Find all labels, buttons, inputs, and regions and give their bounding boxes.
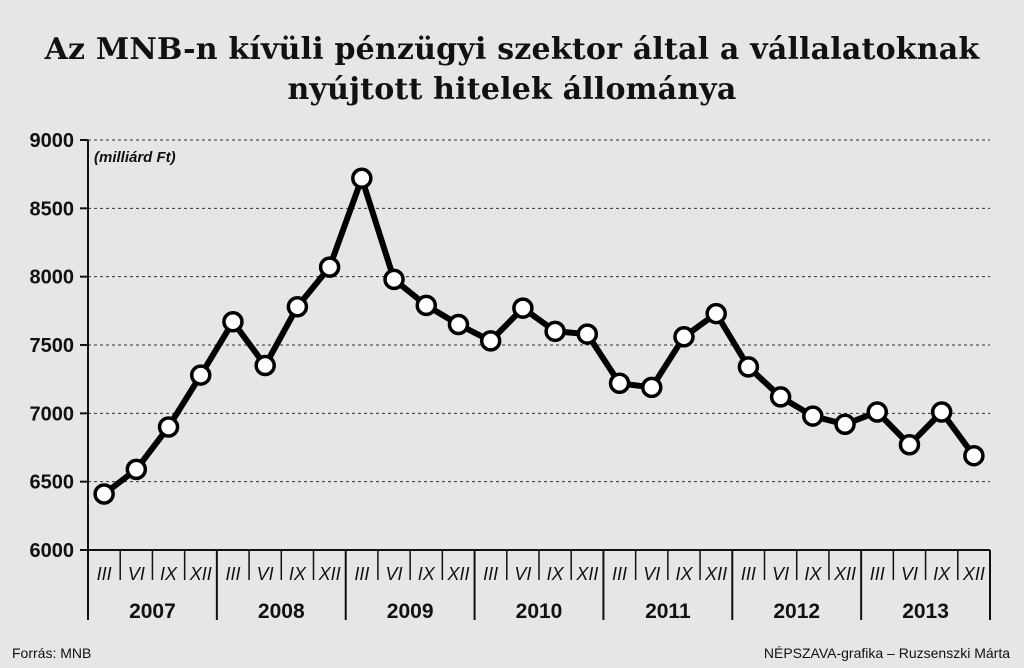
year-label: 2007 <box>129 600 176 623</box>
gridlines <box>80 139 991 620</box>
x-tick-label: III <box>483 564 498 584</box>
data-point <box>608 372 631 395</box>
series-line <box>101 175 977 497</box>
data-point <box>930 401 953 423</box>
x-tick-label: III <box>354 564 369 584</box>
x-tick-label: XII <box>189 564 212 584</box>
data-point <box>93 483 115 505</box>
x-tick-label: IX <box>289 564 307 584</box>
chart-title-line-1: Az MNB-n kívüli pénzügyi szektor által a… <box>44 32 980 67</box>
series <box>93 167 985 505</box>
axes <box>87 140 990 551</box>
x-tick-label: VI <box>514 564 531 584</box>
x-tick-label: XII <box>446 564 469 584</box>
x-tick-label: III <box>612 564 627 584</box>
chart-title-line-2: nyújtott hitelek állománya <box>287 72 737 107</box>
x-tick-label: III <box>225 564 240 584</box>
data-point <box>286 295 309 318</box>
x-tick-label: VI <box>901 564 918 584</box>
x-tick-label: IX <box>804 564 822 584</box>
x-tick-label: IX <box>160 564 178 584</box>
x-tick-label: III <box>741 564 756 584</box>
data-point <box>190 364 212 386</box>
data-point <box>383 268 405 291</box>
x-tick-label: XII <box>704 564 727 584</box>
x-tick-label: IX <box>675 564 693 584</box>
data-point <box>415 294 437 317</box>
data-point <box>769 386 792 408</box>
data-point <box>737 356 760 378</box>
y-tick-label: 7000 <box>30 403 75 425</box>
data-point <box>351 167 373 190</box>
source-note: Forrás: MNB <box>12 645 92 661</box>
y-tick-label: 6000 <box>30 540 75 562</box>
data-point <box>705 302 727 325</box>
unit-label: (milliárd Ft) <box>94 149 176 166</box>
year-label: 2008 <box>258 600 305 623</box>
data-point <box>544 320 566 343</box>
y-tick-label: 7500 <box>30 335 75 357</box>
x-tick-label: VI <box>128 564 145 584</box>
year-label: 2013 <box>902 600 949 623</box>
x-tick-label: IX <box>418 564 436 584</box>
year-label: 2011 <box>645 600 691 623</box>
data-point <box>866 401 888 423</box>
x-tick-label: III <box>97 564 112 584</box>
data-point <box>254 354 276 377</box>
chart-title: Az MNB-n kívüli pénzügyi szektor által a… <box>0 30 1024 110</box>
data-point <box>125 458 148 481</box>
x-tick-label: IX <box>547 564 565 584</box>
y-tick-label: 8000 <box>30 267 75 289</box>
data-point <box>318 256 341 278</box>
y-tick-label: 8500 <box>30 198 75 220</box>
x-tick-label: XII <box>833 564 856 584</box>
data-point <box>898 434 921 456</box>
credit-note: NÉPSZAVA-grafika – Ruzsenszki Márta <box>763 645 1010 661</box>
year-label: 2010 <box>516 600 563 623</box>
data-point <box>512 297 534 319</box>
data-point <box>963 444 985 467</box>
x-tick-label: IX <box>933 564 951 584</box>
year-label: 2009 <box>387 600 434 623</box>
data-point <box>447 313 470 336</box>
data-point <box>673 326 695 348</box>
x-tick-label: VI <box>772 564 789 584</box>
data-point <box>222 311 244 333</box>
x-tick-label: III <box>870 564 885 584</box>
data-point <box>834 413 856 436</box>
x-tick-label: VI <box>643 564 660 584</box>
x-tick-label: XII <box>318 564 341 584</box>
y-tick-label: 9000 <box>30 130 75 152</box>
x-tick-labels: III VI IX XII III VI IX XII III VI IX XII III VI IX XII… <box>97 564 985 623</box>
data-point <box>641 376 663 399</box>
data-point <box>576 323 599 345</box>
x-tick-label: VI <box>257 564 274 584</box>
data-point <box>157 416 180 438</box>
year-label: 2012 <box>773 600 820 623</box>
y-tick-label: 6500 <box>30 472 75 494</box>
y-tick-labels: 9000 8500 8000 7500 7000 6500 6000 <box>30 130 75 562</box>
x-tick-label: XII <box>962 564 985 584</box>
data-point <box>479 330 502 352</box>
x-tick-label: VI <box>386 564 403 584</box>
data-point <box>802 405 824 427</box>
x-tick-label: XII <box>575 564 598 584</box>
